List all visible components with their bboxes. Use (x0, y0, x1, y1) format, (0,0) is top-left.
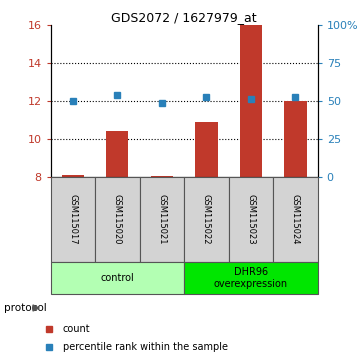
Text: DHR96
overexpression: DHR96 overexpression (214, 267, 288, 289)
Text: control: control (100, 273, 134, 283)
Text: GSM115020: GSM115020 (113, 194, 122, 245)
Bar (62, 175, 84, 177)
Bar (51, 262, 184, 294)
Bar (229, 177, 273, 262)
Bar (140, 177, 184, 262)
Bar (51, 177, 95, 262)
Bar (95, 177, 140, 262)
Bar (284, 101, 306, 177)
Bar (151, 176, 173, 177)
Text: protocol: protocol (4, 303, 46, 313)
Text: GSM115024: GSM115024 (291, 194, 300, 245)
Text: GSM115017: GSM115017 (68, 194, 77, 245)
Text: GSM115023: GSM115023 (247, 194, 255, 245)
Bar (195, 122, 217, 177)
Bar (106, 131, 129, 177)
Bar (184, 177, 229, 262)
Bar (240, 25, 262, 177)
Text: GSM115022: GSM115022 (202, 194, 211, 245)
Text: GSM115021: GSM115021 (157, 194, 166, 245)
Title: GDS2072 / 1627979_at: GDS2072 / 1627979_at (111, 11, 257, 24)
Bar (273, 177, 318, 262)
Text: percentile rank within the sample: percentile rank within the sample (62, 342, 227, 352)
Text: count: count (62, 324, 90, 334)
Bar (184, 262, 318, 294)
